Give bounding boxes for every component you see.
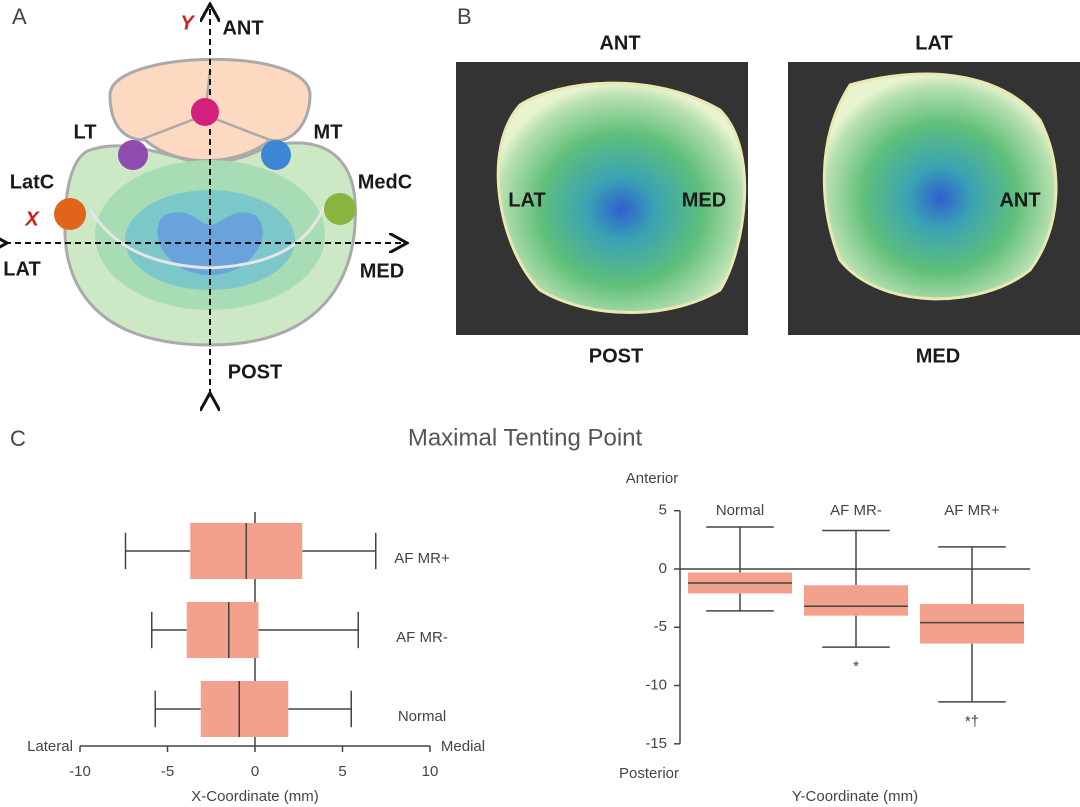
x-tick-label: 10 <box>422 763 439 780</box>
label: MED <box>682 189 726 211</box>
box <box>920 603 1024 644</box>
label: MT <box>314 121 343 143</box>
x-tick-label: 5 <box>338 763 346 780</box>
box <box>186 602 259 658</box>
box <box>200 681 289 737</box>
category-label: AF MR- <box>396 629 448 646</box>
label: ANT <box>599 32 640 54</box>
view-images <box>456 62 1080 335</box>
axis-label: Y <box>180 12 195 34</box>
category-label: Normal <box>716 502 764 519</box>
axis-end-label: Posterior <box>619 765 679 782</box>
panel-label: A <box>12 4 27 29</box>
label: ANT <box>222 17 263 39</box>
y-tick-label: -15 <box>645 735 667 752</box>
chart-title: Maximal Tenting Point <box>408 424 643 451</box>
category-label: AF MR+ <box>394 550 450 567</box>
y-tick-label: 0 <box>659 560 667 577</box>
label: ANT <box>999 189 1040 211</box>
axis-title: Y-Coordinate (mm) <box>792 788 918 805</box>
label: LT <box>74 121 97 143</box>
label: LAT <box>915 32 952 54</box>
axis-end-label: Lateral <box>27 738 73 755</box>
label: MedC <box>358 171 412 193</box>
label: MED <box>916 345 960 367</box>
label: LAT <box>3 258 40 280</box>
axis-end-label: Medial <box>441 738 485 755</box>
label: POST <box>228 361 282 383</box>
valve-diagram <box>5 6 405 395</box>
x-tick-label: -5 <box>161 763 174 780</box>
axis-end-label: Anterior <box>626 470 679 487</box>
y-tick-label: -5 <box>654 618 667 635</box>
x-tick-label: 0 <box>251 763 259 780</box>
annotation: *† <box>965 713 979 730</box>
label: LAT <box>508 189 545 211</box>
annotation: * <box>853 658 859 675</box>
box <box>804 585 908 616</box>
category-label: Normal <box>398 708 446 725</box>
y-tick-label: 5 <box>659 502 667 519</box>
panel-label: C <box>10 426 26 451</box>
panel-label: B <box>457 4 472 29</box>
category-label: AF MR+ <box>944 502 1000 519</box>
axis-label: X <box>24 208 40 230</box>
y-tick-label: -10 <box>645 676 667 693</box>
x-tick-label: -10 <box>69 763 91 780</box>
label: MED <box>360 260 404 282</box>
axis-title: X-Coordinate (mm) <box>191 788 319 805</box>
label: POST <box>589 345 643 367</box>
category-label: AF MR- <box>830 502 882 519</box>
label: LatC <box>10 171 54 193</box>
